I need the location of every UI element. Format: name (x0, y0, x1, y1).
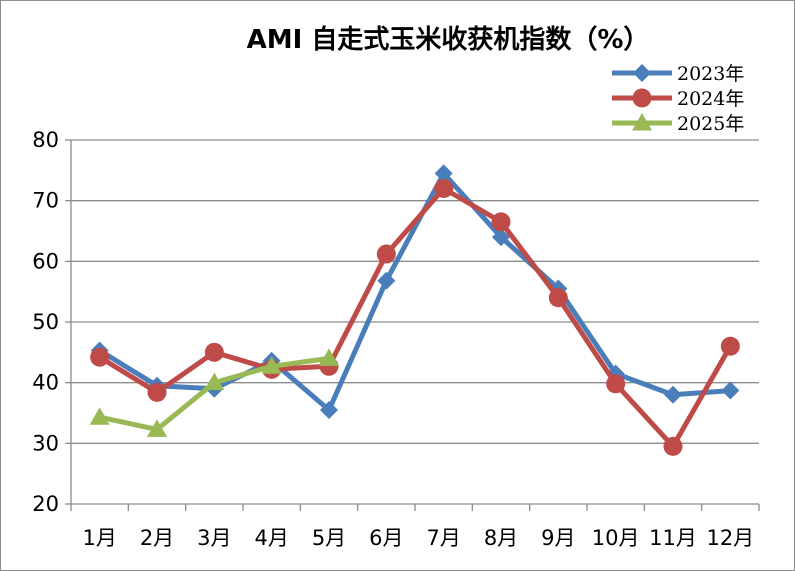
y-tick-label-30: 30 (32, 431, 59, 455)
data-point-2023年-6月 (377, 271, 396, 290)
data-point-2024年-9月 (548, 288, 568, 308)
series-2025年 (89, 348, 339, 437)
legend-marker-2024年 (632, 88, 652, 108)
legend-marker-2023年 (633, 64, 651, 82)
x-tick-label-7: 7月 (426, 526, 460, 550)
data-point-2024年-11月 (663, 436, 683, 456)
data-point-2025年-2月 (147, 419, 167, 437)
series-line-2024年 (97, 186, 733, 449)
chart-title: AMI 自走式玉米收获机指数（%） (247, 24, 650, 55)
legend-entry-2025年: 2025年 (677, 113, 744, 135)
data-point-2024年-1月 (90, 347, 110, 367)
data-point-2023年-5月 (320, 400, 338, 419)
x-tick-label-10: 10月 (592, 526, 640, 550)
x-tick-label-8: 8月 (484, 526, 518, 550)
data-point-2025年-1月 (89, 407, 110, 425)
y-tick-label-40: 40 (32, 371, 59, 395)
legend-entry-2023年: 2023年 (677, 63, 744, 85)
data-point-2024年-12月 (720, 336, 740, 356)
data-point-2023年-12月 (721, 381, 740, 400)
x-tick-label-2: 2月 (140, 526, 174, 550)
y-tick-label-60: 60 (32, 249, 59, 273)
x-tick-label-3: 3月 (197, 526, 231, 550)
x-tick-label-5: 5月 (312, 526, 346, 550)
legend-marker-2025年 (632, 113, 652, 131)
series-2024年 (90, 179, 740, 456)
data-point-2023年-8月 (492, 228, 510, 247)
data-point-2023年-11月 (664, 385, 682, 404)
y-tick-label-50: 50 (32, 310, 59, 334)
data-point-2024年-6月 (376, 244, 396, 264)
x-tick-label-4: 4月 (254, 526, 288, 550)
x-tick-label-12: 12月 (706, 526, 754, 550)
series-2023年 (90, 164, 740, 419)
legend: 2023年 2024年 2025年 (612, 63, 744, 135)
axes: 20 30 40 50 60 70 80 1月 2月 3月 4月 5月 6月 7月 8月 9月 10月 11月 12… (32, 128, 760, 550)
x-tick-label-11: 11月 (649, 526, 697, 550)
data-point-2024年-2月 (147, 382, 167, 402)
data-point-2025年-3月 (204, 372, 225, 391)
grid-lines (71, 139, 759, 444)
data-point-2024年-3月 (204, 342, 224, 362)
x-tick-label-9: 9月 (541, 526, 575, 550)
y-tick-label-20: 20 (32, 492, 59, 516)
data-point-2025年-4月 (261, 356, 282, 374)
y-tick-label-70: 70 (32, 189, 59, 213)
data-point-2025年-5月 (319, 348, 339, 366)
data-point-2023年-7月 (434, 164, 453, 183)
y-tick-label-80: 80 (32, 128, 59, 152)
data-point-2024年-8月 (491, 212, 511, 232)
series-lines (89, 164, 740, 456)
data-point-2024年-7月 (434, 179, 454, 199)
data-point-2024年-10月 (606, 374, 626, 394)
x-tick-label-6: 6月 (369, 526, 403, 550)
x-tick-label-1: 1月 (82, 526, 116, 550)
series-line-2023年 (97, 170, 733, 413)
legend-entry-2024年: 2024年 (677, 88, 744, 110)
